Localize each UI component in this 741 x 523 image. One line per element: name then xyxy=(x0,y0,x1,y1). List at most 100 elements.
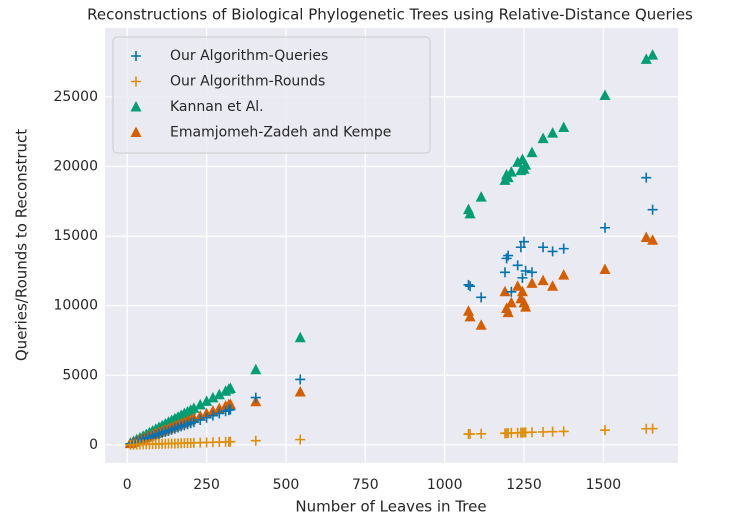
point xyxy=(225,436,236,447)
point xyxy=(512,280,524,291)
y-tick-label: 5000 xyxy=(62,367,98,383)
point xyxy=(526,267,537,278)
point xyxy=(505,296,517,308)
point xyxy=(647,423,658,434)
y-tick-label: 25000 xyxy=(53,89,98,105)
legend-marker xyxy=(130,101,142,112)
point xyxy=(207,391,219,403)
point xyxy=(188,417,199,428)
point xyxy=(294,331,306,343)
chart-title: Reconstructions of Biological Phylogenet… xyxy=(87,6,693,24)
point xyxy=(463,279,474,290)
point xyxy=(558,426,569,437)
point xyxy=(499,267,510,278)
x-tick-label: 1500 xyxy=(586,477,622,493)
point xyxy=(641,172,652,183)
point xyxy=(294,386,306,397)
point xyxy=(558,269,570,280)
point xyxy=(188,402,200,413)
marks xyxy=(124,49,659,450)
point xyxy=(537,274,549,286)
legend-box xyxy=(112,36,431,154)
point xyxy=(517,272,528,283)
legend-marker xyxy=(131,51,141,61)
point xyxy=(506,286,517,297)
y-tick-label: 20000 xyxy=(53,159,98,175)
point xyxy=(465,428,476,439)
point xyxy=(465,281,476,292)
point xyxy=(512,260,523,271)
point xyxy=(526,146,538,158)
x-tick-label: 1000 xyxy=(427,477,463,493)
point xyxy=(225,404,236,415)
point xyxy=(538,242,549,253)
point xyxy=(195,414,206,425)
point xyxy=(647,204,658,215)
point xyxy=(499,285,511,297)
point xyxy=(194,398,206,410)
y-tick-label: 10000 xyxy=(53,298,98,314)
point xyxy=(547,280,559,291)
y-axis-label: Queries/Rounds to Reconstruct xyxy=(13,129,31,361)
point xyxy=(207,410,218,421)
x-tick-label: 1250 xyxy=(506,477,542,493)
point xyxy=(295,434,306,445)
point xyxy=(515,242,526,253)
point xyxy=(476,292,487,303)
point xyxy=(526,277,538,288)
point xyxy=(519,236,530,247)
legend-label: Our Algorithm-Rounds xyxy=(170,74,325,90)
point xyxy=(520,301,532,312)
legend-label: Kannan et Al. xyxy=(170,99,264,115)
point xyxy=(547,246,558,257)
point xyxy=(295,374,306,385)
point xyxy=(502,306,514,318)
point xyxy=(214,408,225,419)
point xyxy=(599,425,610,436)
point xyxy=(599,263,611,275)
point xyxy=(640,231,652,242)
point xyxy=(505,166,517,177)
x-tick-label: 750 xyxy=(352,477,379,493)
y-tick-label: 15000 xyxy=(53,228,98,244)
point xyxy=(537,132,549,144)
legend-marker xyxy=(131,76,141,87)
point xyxy=(520,265,531,276)
point xyxy=(250,392,261,403)
x-tick-label: 250 xyxy=(193,477,220,493)
x-tick-label: 500 xyxy=(273,477,300,493)
legend-label: Our Algorithm-Queries xyxy=(170,48,328,64)
point xyxy=(503,250,514,261)
legend: Our Algorithm-Queries Our Algorithm-Round… xyxy=(112,36,431,154)
point xyxy=(464,310,476,322)
point xyxy=(516,285,528,297)
point xyxy=(547,127,559,138)
point xyxy=(475,191,487,202)
y-tick-label: 0 xyxy=(89,437,98,453)
point xyxy=(224,382,236,394)
point xyxy=(502,171,514,183)
point xyxy=(538,426,549,437)
point xyxy=(558,121,570,133)
point xyxy=(547,426,558,437)
point xyxy=(599,89,611,101)
point xyxy=(213,388,225,400)
point xyxy=(476,428,487,439)
legend-label: Emamjomeh-Zadeh and Kempe xyxy=(170,125,391,141)
point xyxy=(647,49,659,60)
point xyxy=(512,156,524,167)
point xyxy=(224,398,236,410)
x-axis-label: Number of Leaves in Tree xyxy=(295,498,486,516)
point xyxy=(599,222,610,233)
point xyxy=(464,207,476,219)
point xyxy=(647,234,659,245)
point xyxy=(475,319,487,330)
x-tick-label: 0 xyxy=(123,477,132,493)
point xyxy=(201,412,212,423)
legend-marker xyxy=(130,126,142,137)
point xyxy=(526,427,537,438)
point xyxy=(201,395,213,406)
point xyxy=(250,435,261,446)
point xyxy=(558,243,569,254)
